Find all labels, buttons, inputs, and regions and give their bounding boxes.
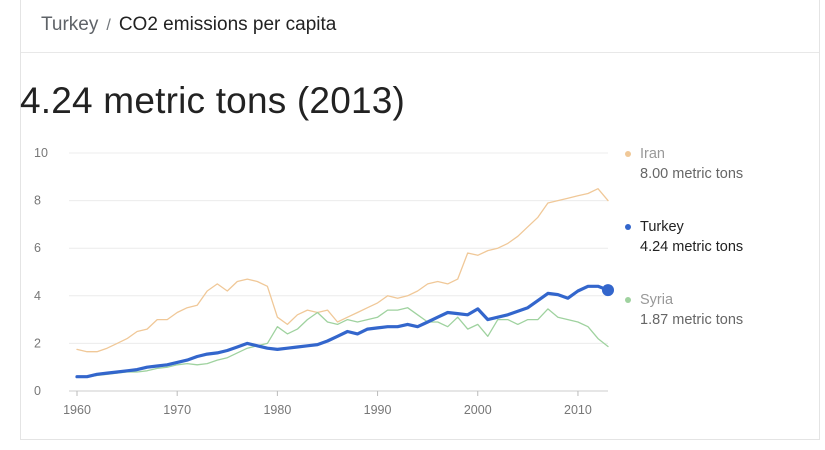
legend-value: 4.24 metric tons (640, 239, 744, 255)
legend-value: 1.87 metric tons (640, 312, 744, 328)
legend-dot-icon (625, 297, 631, 303)
legend-dot-icon (625, 224, 631, 230)
series-line-syria (76, 307, 609, 378)
series-endpoint-turkey (602, 284, 614, 297)
x-tick-label-2010: 2010 (564, 403, 592, 417)
x-tick-label-1960: 1960 (63, 403, 91, 417)
x-tick-label-2000: 2000 (464, 403, 492, 417)
legend-name: Iran (640, 146, 665, 162)
legend-item-syria[interactable]: Syria 1.87 metric tons (625, 290, 795, 330)
series-line-turkey (75, 284, 610, 379)
headline-value: 4.24 metric tons (2013) (20, 80, 406, 121)
y-tick-label-10: 10 (34, 146, 48, 160)
legend-item-turkey[interactable]: Turkey 4.24 metric tons (625, 217, 795, 257)
legend-name-row: Iran (625, 144, 795, 164)
legend-name: Turkey (640, 219, 684, 235)
header-divider (21, 52, 819, 53)
y-tick-label-4: 4 (34, 289, 41, 303)
legend-dot-icon (625, 151, 631, 157)
x-tick-label-1980: 1980 (263, 403, 291, 417)
y-tick-label-0: 0 (34, 384, 41, 398)
breadcrumb-separator: / (106, 17, 111, 34)
series-line-iran (76, 188, 609, 353)
legend-value: 8.00 metric tons (640, 166, 744, 182)
y-tick-label-8: 8 (34, 194, 41, 208)
x-tick-label-1990: 1990 (364, 403, 392, 417)
y-tick-label-6: 6 (34, 241, 41, 255)
legend-name: Syria (640, 292, 674, 308)
legend-name-row: Turkey (625, 217, 795, 237)
breadcrumb: Turkey / CO2 emissions per capita (41, 14, 336, 36)
legend-name-row: Syria (625, 290, 795, 310)
x-tick-label-1970: 1970 (163, 403, 191, 417)
legend-item-iran[interactable]: Iran 8.00 metric tons (625, 144, 795, 184)
breadcrumb-country-link[interactable]: Turkey (41, 14, 99, 35)
breadcrumb-metric: CO2 emissions per capita (118, 14, 337, 35)
y-tick-label-2: 2 (34, 336, 41, 350)
